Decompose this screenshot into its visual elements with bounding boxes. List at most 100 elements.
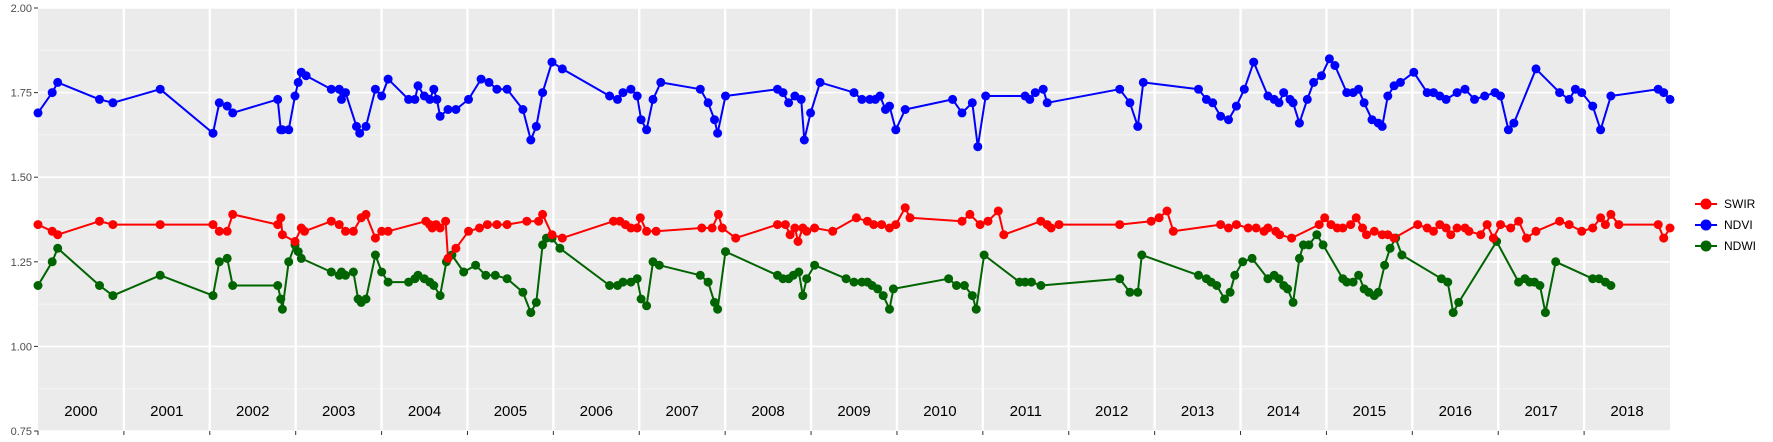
data-point-ndvi (214, 98, 224, 108)
data-point-swir (810, 223, 820, 233)
data-point-ndvi (1125, 98, 1135, 108)
data-point-swir (1146, 216, 1156, 226)
data-point-swir (557, 233, 567, 243)
data-point-swir (983, 216, 993, 226)
data-point-swir (773, 220, 782, 230)
data-point-ndwi (1036, 281, 1046, 290)
y-tick-label: 0.75 (11, 426, 32, 438)
data-point-ndvi (301, 71, 311, 81)
data-point-swir (273, 220, 283, 230)
data-point-ndvi (1042, 98, 1052, 108)
year-label-2005: 2005 (494, 403, 527, 420)
data-point-swir (341, 226, 350, 236)
data-point-ndvi (1038, 84, 1048, 94)
data-point-ndwi (959, 281, 969, 290)
data-point-ndwi (1020, 277, 1030, 287)
data-point-ndwi (632, 274, 642, 284)
data-point-swir (1413, 220, 1423, 230)
data-point-ndwi (1115, 274, 1125, 284)
data-point-ndvi (557, 64, 567, 74)
data-point-ndwi (841, 274, 851, 284)
data-point-ndwi (642, 301, 652, 311)
data-point-swir (475, 223, 484, 233)
data-point-swir (534, 216, 544, 226)
data-point-ndwi (1535, 281, 1545, 290)
data-point-swir (361, 209, 371, 219)
data-point-swir (482, 220, 492, 230)
data-point-ndwi (888, 284, 898, 294)
series-ndwi (33, 230, 1616, 318)
data-point-ndvi (1395, 77, 1405, 87)
data-point-swir (1314, 220, 1324, 230)
data-point-ndwi (284, 257, 294, 267)
data-point-swir (1522, 233, 1531, 243)
data-point-ndwi (377, 267, 387, 277)
data-point-ndwi (277, 304, 287, 314)
data-point-ndvi (108, 98, 118, 108)
data-point-ndwi (636, 294, 646, 304)
data-point-ndvi (948, 94, 958, 104)
data-point-swir (713, 209, 723, 219)
data-point-ndvi (538, 88, 548, 98)
data-point-ndwi (33, 281, 43, 290)
data-point-ndwi (222, 253, 232, 263)
data-point-swir (300, 226, 309, 236)
data-point-ndvi (1025, 94, 1035, 104)
year-label-2008: 2008 (751, 403, 784, 420)
data-point-swir (1046, 223, 1056, 233)
data-point-swir (290, 237, 300, 246)
data-point-swir (1154, 213, 1164, 223)
data-point-ndwi (1448, 308, 1458, 318)
data-point-ndvi (1441, 94, 1451, 104)
data-point-ndwi (618, 277, 628, 287)
data-point-swir (451, 243, 461, 253)
data-point-ndvi (605, 91, 615, 101)
data-point-ndvi (648, 94, 658, 104)
data-point-ndvi (891, 125, 901, 135)
data-point-ndvi (806, 108, 816, 118)
year-label-2004: 2004 (408, 403, 441, 420)
data-point-ndvi (695, 84, 705, 94)
data-point-ndwi (471, 260, 481, 270)
data-point-ndvi (1383, 91, 1393, 101)
data-point-swir (697, 223, 707, 233)
data-point-swir (95, 216, 104, 226)
data-point-ndwi (555, 243, 565, 253)
data-point-ndwi (1283, 284, 1293, 294)
data-point-ndvi (432, 94, 442, 104)
data-point-ndwi (348, 267, 358, 277)
data-point-ndvi (626, 84, 636, 94)
data-point-ndvi (435, 111, 445, 121)
data-point-ndvi (361, 121, 371, 131)
data-point-ndvi (1596, 125, 1606, 135)
data-point-ndvi (208, 128, 218, 138)
data-point-ndvi (1249, 57, 1259, 67)
data-point-ndwi (53, 243, 63, 253)
year-label-2007: 2007 (666, 403, 699, 420)
data-point-ndvi (1531, 64, 1541, 74)
x-axis (37, 431, 1585, 435)
legend-item-swir: SWIR (1695, 197, 1756, 211)
data-point-ndwi (429, 281, 439, 290)
data-point-ndwi (1294, 253, 1304, 263)
year-panel-labels: 2000 2001 2002 2003 2004 2005 2006 2007 2008 2009… (64, 403, 1643, 420)
year-label-2000: 2000 (64, 403, 97, 420)
data-point-ndwi (155, 270, 165, 280)
data-point-ndwi (944, 274, 954, 284)
data-point-ndwi (703, 277, 713, 287)
data-point-ndvi (1309, 77, 1319, 87)
data-point-swir (626, 223, 636, 233)
data-point-ndvi (1606, 91, 1616, 101)
data-point-ndwi (1137, 250, 1147, 260)
data-point-ndvi (1659, 88, 1669, 98)
data-point-ndvi (967, 98, 977, 108)
data-point-ndwi (1312, 230, 1322, 240)
data-point-ndvi (429, 84, 439, 94)
data-point-ndwi (1220, 294, 1230, 304)
data-point-swir (1358, 223, 1367, 233)
year-label-2018: 2018 (1610, 403, 1643, 420)
year-label-2003: 2003 (322, 403, 355, 420)
legend-label: NDVI (1724, 218, 1753, 232)
data-point-swir (642, 226, 652, 236)
